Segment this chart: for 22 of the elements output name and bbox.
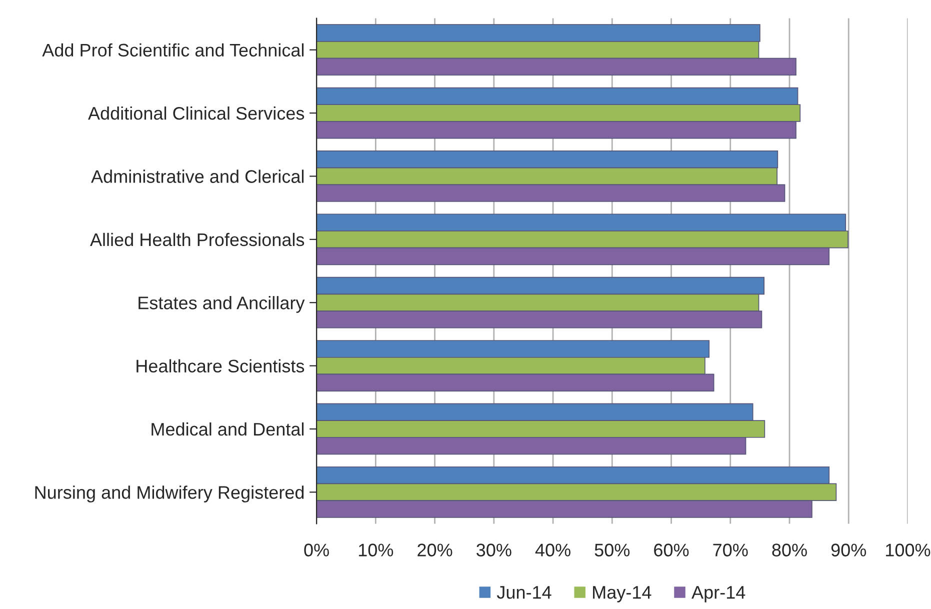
x-tick-label: 70%	[713, 544, 748, 556]
legend-label: May-14	[593, 586, 652, 602]
y-tick-label: Medical and Dental	[152, 422, 304, 436]
x-tick-label: 50%	[594, 544, 630, 556]
y-tick-label: Administrative and Clerical	[91, 170, 304, 183]
y-tick-label: Additional Clinical Services	[88, 106, 304, 120]
legend-label: Apr-14	[692, 586, 746, 602]
x-tick-label: 80%	[772, 544, 807, 556]
x-tick-label: 40%	[535, 544, 570, 556]
x-tick-label: 100%	[886, 544, 930, 556]
x-tick-label: 20%	[418, 544, 452, 556]
y-tick-label: Nursing and Midwifery Registered	[35, 486, 304, 502]
y-tick-label: Allied Health Professionals	[90, 232, 304, 246]
x-tick-label: 10%	[358, 544, 394, 556]
legend-label: Jun-14	[496, 586, 552, 599]
x-tick-label: 60%	[654, 544, 689, 556]
x-tick-label: 30%	[476, 544, 512, 556]
y-tick-label: Add Prof Scientific and Technical	[42, 43, 304, 57]
x-tick-label: 90%	[831, 544, 866, 556]
y-tick-label: Healthcare Scientists	[136, 359, 304, 372]
y-tick-label: Estates and Ancillary	[138, 296, 305, 313]
x-tick-label: 0%	[304, 544, 329, 556]
